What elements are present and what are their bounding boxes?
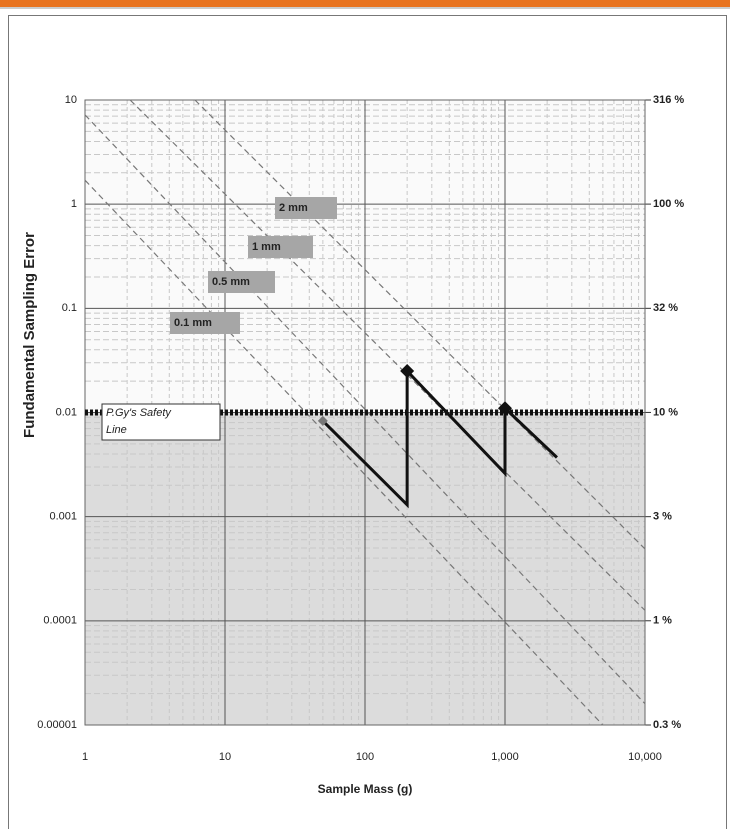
size-line — [129, 99, 646, 611]
x-axis-label: Sample Mass (g) — [318, 782, 413, 796]
y2-tick-label: 1 % — [653, 615, 672, 627]
size-line — [194, 99, 646, 550]
y2-tick-label: 0.3 % — [653, 719, 681, 731]
x-tick-label: 1 — [82, 751, 88, 763]
y2-tick-label: 10 % — [653, 406, 678, 418]
size-label: 0.1 mm — [174, 317, 212, 329]
plot-area: 1 10 100 1,000 10,000 10 1 0.1 0.01 0.001 0.0001 0.… — [37, 94, 684, 763]
size-line — [84, 179, 604, 726]
safety-label-box — [101, 403, 221, 441]
y2-tick-label: 32 % — [653, 302, 678, 314]
frame — [8, 15, 727, 829]
y-tick-label: 1 — [71, 198, 77, 210]
size-label: 0.5 mm — [212, 276, 250, 288]
y2-tick-label: 100 % — [653, 198, 684, 210]
protocol-line — [321, 367, 558, 509]
y-tick-label: 0.1 — [62, 302, 77, 314]
y-tick-label: 0.0001 — [43, 615, 77, 627]
x-tick-label: 1,000 — [491, 751, 519, 763]
x-tick-label: 10,000 — [628, 751, 662, 763]
size-label-box — [275, 197, 337, 219]
size-line — [84, 114, 646, 705]
x-tick-label: 100 — [356, 751, 374, 763]
top-bar — [0, 0, 730, 7]
y-tick-label: 0.001 — [49, 511, 77, 523]
y-tick-label: 0.01 — [56, 406, 77, 418]
size-label-box — [170, 312, 240, 334]
y-tick-label: 10 — [65, 94, 77, 106]
size-label-box — [248, 236, 313, 258]
y2-tick-label: 3 % — [653, 511, 672, 523]
y-axis-label: Fundamental Sampling Error — [21, 232, 38, 438]
size-label: 1 mm — [252, 241, 281, 253]
size-label-box — [208, 271, 275, 293]
x-tick-label: 10 — [219, 751, 231, 763]
size-label: 2 mm — [279, 202, 308, 214]
y2-tick-label: 316 % — [653, 94, 684, 106]
safety-label: P.Gy's Safety Line — [106, 407, 172, 436]
protocol-marker — [317, 415, 328, 426]
y-tick-label: 0.00001 — [37, 719, 77, 731]
protocol-marker — [400, 364, 415, 379]
protocol-marker — [498, 401, 512, 416]
